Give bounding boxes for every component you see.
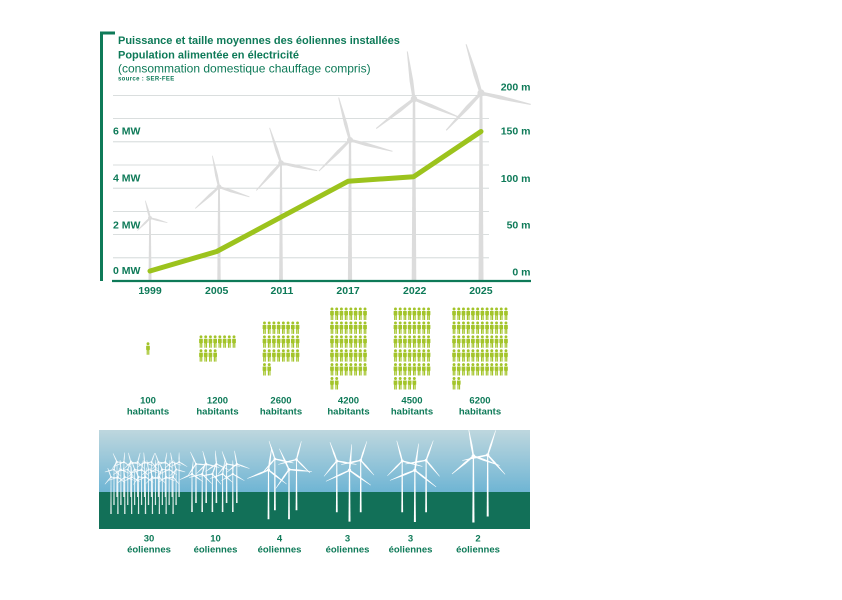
svg-text:éoliennes: éoliennes (326, 544, 370, 555)
svg-text:éoliennes: éoliennes (258, 544, 302, 555)
svg-text:2025: 2025 (469, 285, 493, 297)
svg-text:2 MW: 2 MW (113, 220, 141, 232)
svg-text:source : SER-FEE: source : SER-FEE (118, 77, 175, 83)
svg-text:2: 2 (475, 533, 480, 544)
svg-text:10: 10 (210, 533, 221, 544)
svg-text:0 m: 0 m (512, 266, 530, 278)
svg-text:habitants: habitants (459, 406, 501, 417)
svg-text:4500: 4500 (401, 395, 422, 406)
svg-text:3: 3 (345, 533, 350, 544)
svg-text:éoliennes: éoliennes (194, 544, 238, 555)
svg-text:30: 30 (144, 533, 155, 544)
svg-text:habitants: habitants (127, 406, 169, 417)
svg-text:150 m: 150 m (501, 125, 531, 137)
svg-text:4: 4 (277, 533, 283, 544)
svg-text:habitants: habitants (327, 406, 369, 417)
svg-text:2022: 2022 (403, 285, 427, 297)
svg-text:2005: 2005 (205, 285, 229, 297)
svg-text:2600: 2600 (270, 395, 291, 406)
svg-text:100 m: 100 m (501, 173, 531, 185)
svg-text:éoliennes: éoliennes (389, 544, 433, 555)
svg-text:1999: 1999 (138, 285, 162, 297)
svg-text:2011: 2011 (271, 285, 294, 297)
svg-text:50 m: 50 m (507, 219, 531, 231)
svg-text:4 MW: 4 MW (113, 173, 141, 185)
svg-text:éoliennes: éoliennes (456, 544, 500, 555)
svg-text:4200: 4200 (338, 395, 359, 406)
svg-text:1200: 1200 (207, 395, 228, 406)
svg-text:6200: 6200 (469, 395, 490, 406)
svg-text:3: 3 (408, 533, 413, 544)
svg-text:2017: 2017 (336, 285, 360, 297)
svg-text:Population alimentée en électr: Population alimentée en électricité (118, 50, 299, 62)
svg-text:habitants: habitants (196, 406, 238, 417)
svg-text:100: 100 (140, 395, 156, 406)
svg-text:6 MW: 6 MW (113, 126, 141, 138)
svg-text:0 MW: 0 MW (113, 265, 141, 277)
svg-text:éoliennes: éoliennes (127, 544, 171, 555)
svg-text:habitants: habitants (391, 406, 433, 417)
svg-text:Puissance et taille moyennes d: Puissance et taille moyennes des éolienn… (118, 35, 400, 47)
svg-text:(consommation domestique chauf: (consommation domestique chauffage compr… (118, 62, 371, 76)
svg-text:200 m: 200 m (501, 81, 531, 93)
svg-text:habitants: habitants (260, 406, 302, 417)
